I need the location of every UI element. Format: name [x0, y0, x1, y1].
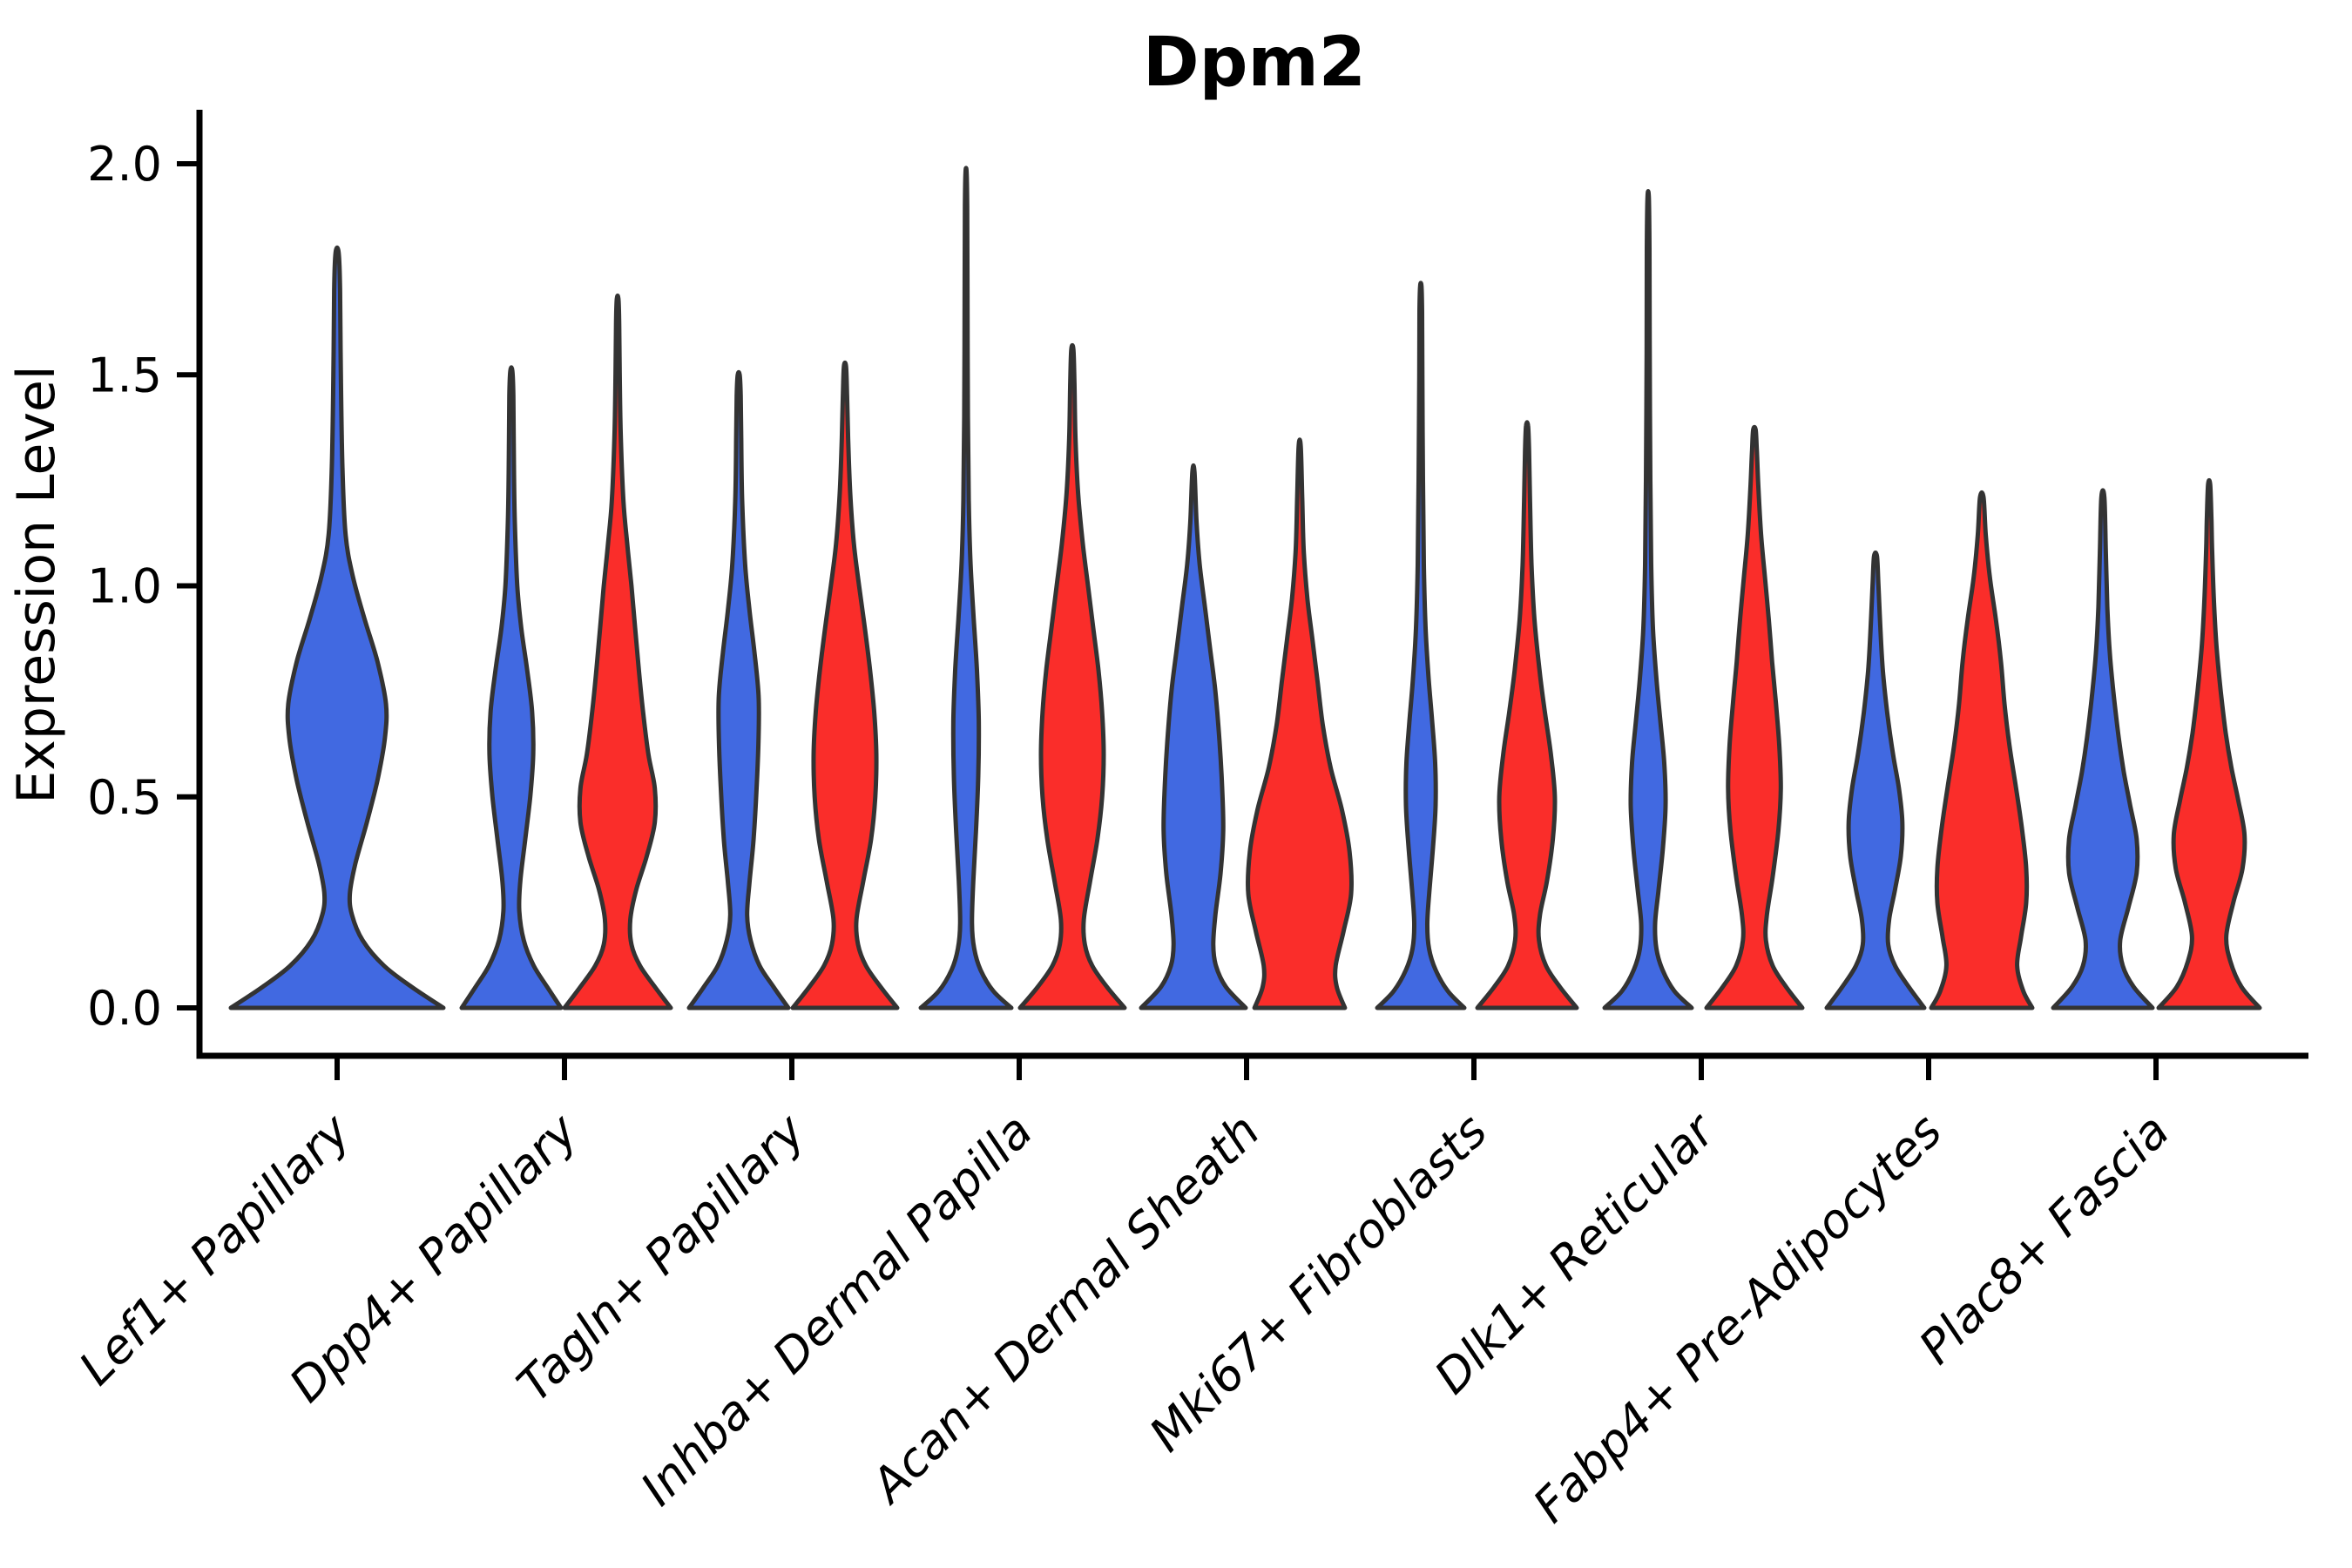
violin-7-red: [1929, 490, 2035, 1010]
y-axis-label: Expression Level: [6, 365, 67, 803]
violin-8-blue: [2051, 488, 2155, 1010]
violin-3-red: [1017, 342, 1127, 1010]
y-tick-label-1.5: 1.5: [87, 348, 162, 402]
x-tick-label-3: Inhba+ Dermal Papilla: [630, 1104, 1043, 1517]
violin-5-red: [1475, 420, 1579, 1010]
chart-title: Dpm2: [1143, 24, 1366, 102]
y-tick-label-2.0: 2.0: [87, 137, 162, 192]
violin-4-blue: [1139, 463, 1248, 1010]
violin-1-red: [562, 293, 673, 1010]
violin-4-red: [1246, 437, 1354, 1010]
violin-2-blue: [686, 369, 791, 1010]
x-tick-label-4: Acan+ Dermal Sheath: [859, 1104, 1270, 1515]
y-tick-label-0.0: 0.0: [87, 981, 162, 1036]
violin-6-blue: [1602, 189, 1694, 1010]
violin-2-red: [790, 360, 900, 1010]
y-tick-label-0.5: 0.5: [87, 770, 162, 825]
violin-layer: [228, 166, 2262, 1010]
violin-3-blue: [918, 166, 1014, 1010]
violin-1-blue: [459, 365, 564, 1010]
violin-6-red: [1704, 424, 1805, 1010]
x-tick-label-7: Fabp4+ Pre-Adipocytes: [1523, 1104, 1952, 1533]
violin-5-blue: [1375, 280, 1467, 1010]
y-tick-label-1.0: 1.0: [87, 559, 162, 614]
axes-layer: [177, 110, 2308, 1080]
violin-8-red: [2156, 477, 2262, 1010]
violin-7-blue: [1824, 550, 1927, 1010]
violin-0-blue: [228, 245, 446, 1010]
